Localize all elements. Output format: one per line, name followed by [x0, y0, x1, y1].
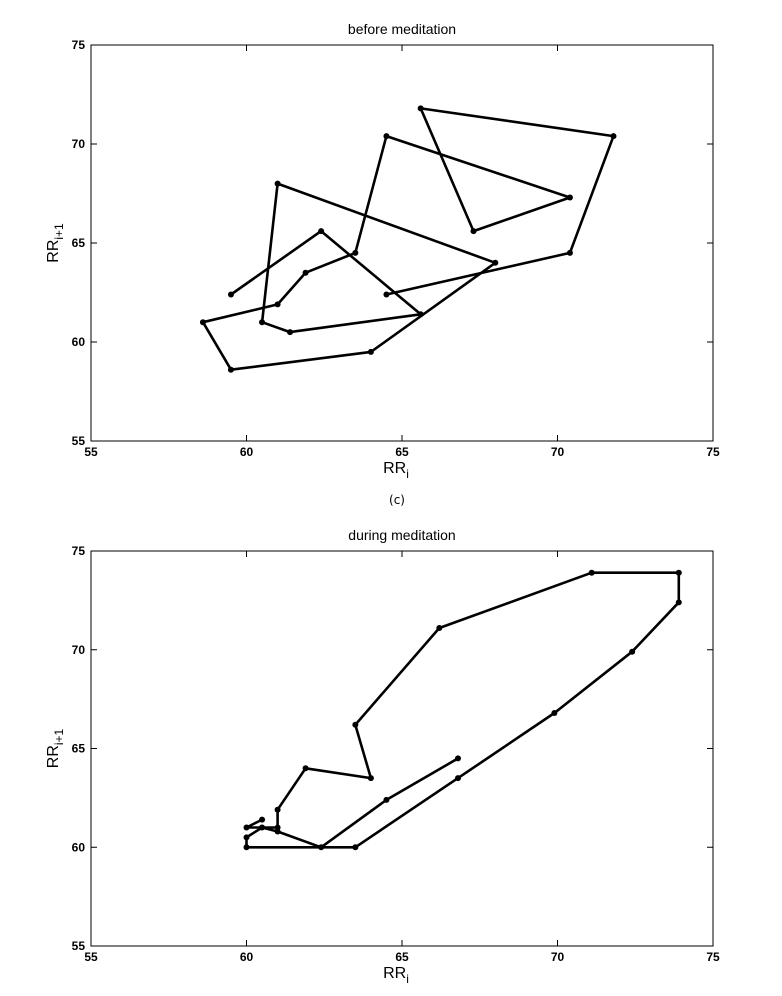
data-point	[383, 291, 390, 298]
chart-title: during meditation	[348, 527, 455, 543]
plot-area	[90, 44, 714, 442]
data-point	[274, 180, 281, 187]
y-tick-label: 65	[72, 236, 86, 250]
data-point	[383, 133, 390, 140]
data-point	[417, 311, 424, 318]
data-point	[243, 834, 250, 841]
x-tick-label: 75	[706, 445, 720, 459]
y-tick-label: 75	[72, 38, 86, 52]
y-axis-label: RRi+1	[45, 223, 66, 263]
data-point	[566, 194, 573, 201]
y-tick-label: 55	[72, 939, 86, 953]
data-point	[287, 329, 294, 336]
data-point	[259, 319, 266, 326]
data-point	[383, 796, 390, 803]
data-point	[367, 348, 374, 355]
y-tick-label: 60	[72, 335, 86, 349]
data-point	[302, 269, 309, 276]
y-tick-label: 60	[72, 840, 86, 854]
data-point	[492, 259, 499, 266]
y-tick-label: 70	[72, 137, 86, 151]
chart-title: before meditation	[348, 21, 456, 37]
data-point	[675, 599, 682, 606]
x-tick-label: 70	[551, 950, 565, 964]
series-line	[201, 107, 615, 372]
y-tick-label: 70	[72, 643, 86, 657]
x-axis-label: RRi	[383, 965, 409, 986]
data-point	[274, 301, 281, 308]
x-axis-label: RRi	[383, 460, 409, 481]
data-point	[352, 249, 359, 256]
data-point	[588, 569, 595, 576]
data-point	[629, 648, 636, 655]
data-point	[227, 366, 234, 373]
data-point	[318, 228, 325, 235]
data-point	[675, 569, 682, 576]
data-point	[227, 291, 234, 298]
data-point	[274, 828, 281, 835]
data-point	[470, 228, 477, 235]
data-point	[454, 775, 461, 782]
x-tick-label: 70	[551, 445, 565, 459]
x-tick-label: 65	[395, 950, 409, 964]
data-point	[436, 625, 443, 632]
data-point	[199, 319, 206, 326]
data-point	[352, 721, 359, 728]
data-point	[302, 765, 309, 772]
data-point	[454, 755, 461, 762]
x-tick-label: 60	[240, 950, 254, 964]
data-point	[352, 844, 359, 851]
x-tick-label: 55	[84, 950, 98, 964]
x-tick-label: 60	[240, 445, 254, 459]
series-line	[245, 571, 681, 849]
data-point	[318, 844, 325, 851]
data-point	[566, 249, 573, 256]
chart-panel-2: during meditation 55 60 65 70 75 55 60 65 70 75 RRi…	[45, 527, 720, 986]
data-point	[610, 133, 617, 140]
y-tick-label: 75	[72, 544, 86, 558]
data-point	[259, 816, 266, 823]
x-tick-label: 75	[706, 950, 720, 964]
figure-caption: (c)	[389, 493, 405, 507]
data-point	[243, 824, 250, 831]
x-tick-label: 65	[395, 445, 409, 459]
y-tick-label: 55	[72, 434, 86, 448]
data-point	[417, 105, 424, 112]
data-point	[259, 824, 266, 831]
x-tick-label: 55	[84, 445, 98, 459]
chart-panel-1: before meditation 55 60 65 70 75 55 60 65 70 75 RRi…	[45, 21, 720, 481]
data-point	[243, 844, 250, 851]
y-tick-label: 65	[72, 742, 86, 756]
plot-area	[90, 550, 714, 947]
y-axis-label: RRi+1	[45, 728, 66, 768]
data-point	[367, 775, 374, 782]
data-point	[551, 709, 558, 716]
data-point	[274, 806, 281, 813]
